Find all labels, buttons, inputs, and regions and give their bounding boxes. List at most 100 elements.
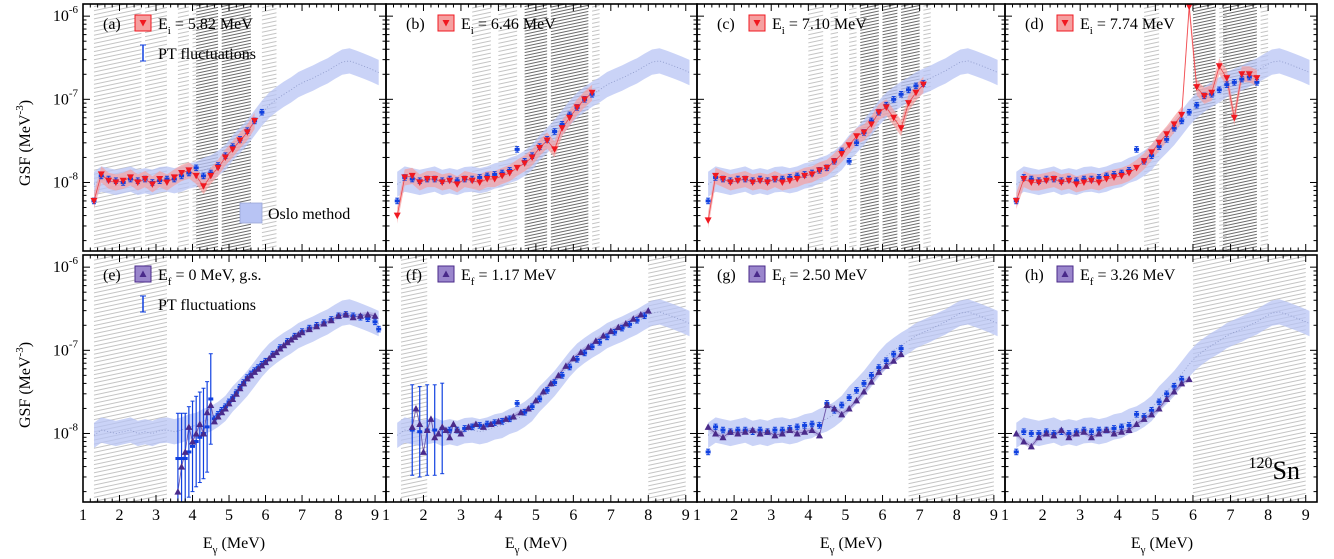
data-point	[875, 368, 883, 375]
data-point	[830, 404, 838, 412]
x-tick-label: 6	[262, 507, 270, 524]
xlabel-4: Eγ (MeV)	[1131, 535, 1193, 556]
panel-frame	[1004, 254, 1318, 503]
data-point	[105, 177, 113, 185]
pt-point	[1126, 423, 1132, 427]
data-point	[229, 146, 237, 153]
pt-point	[1088, 430, 1094, 434]
pt-point	[1066, 431, 1072, 435]
pt-point	[365, 317, 371, 321]
y-tick-label: 10-6	[53, 4, 79, 25]
panel-g: 1 2 3 4 5 6 7 8 9 (g) Ef = 2.50 MeV	[693, 254, 1006, 524]
data-point	[778, 429, 786, 437]
data-point	[287, 335, 295, 343]
pt-point	[779, 177, 785, 181]
panel-label: (e)	[103, 267, 121, 284]
panel-a: 10-8 10-7 10-6 (a) Ei = 5.82 MeV PT fluctuati…	[53, 3, 387, 252]
data-point	[793, 176, 801, 183]
pt-point	[1216, 88, 1222, 92]
pt-point	[484, 174, 490, 178]
legend-marker	[1061, 270, 1069, 277]
data-point	[726, 179, 734, 186]
pt-point	[1179, 377, 1185, 381]
excluded-region-dark	[901, 4, 920, 251]
data-point	[210, 417, 218, 425]
data-point	[749, 179, 757, 186]
pt-point	[514, 401, 520, 405]
data-point	[218, 408, 226, 416]
data-point	[476, 179, 484, 186]
pt-point	[1134, 412, 1140, 416]
data-point	[719, 433, 727, 441]
pt-point	[1021, 430, 1027, 434]
data-point	[554, 371, 562, 379]
pt-point	[376, 327, 382, 331]
oslo-band	[708, 48, 998, 198]
oslo-band	[397, 299, 690, 448]
data-point	[845, 404, 853, 412]
ylabel-main: GSF (MeV	[17, 114, 34, 186]
legend-marker	[753, 270, 761, 277]
data-point	[734, 429, 742, 437]
oslo-band	[708, 299, 998, 448]
data-point	[453, 426, 461, 434]
x-tick-label: 5	[225, 507, 233, 524]
data-point	[221, 404, 229, 412]
data-point	[536, 144, 544, 152]
data-point	[1050, 431, 1058, 439]
data-point	[342, 310, 350, 318]
excluded-region	[145, 4, 167, 251]
pt-point	[839, 149, 845, 153]
pt-point	[552, 381, 558, 385]
data-point	[726, 428, 734, 435]
data-point	[867, 378, 875, 385]
pt-point	[839, 403, 845, 407]
nucleus-symbol: Sn	[1273, 456, 1300, 485]
data-point	[741, 428, 749, 435]
series-label: Ei = 7.10 MeV	[772, 16, 867, 37]
pt-point	[200, 174, 206, 178]
pt-point	[627, 322, 633, 326]
data-point	[1118, 428, 1126, 435]
data-point	[1110, 429, 1118, 437]
x-tick-label: 5	[841, 507, 849, 524]
data-point	[1133, 420, 1141, 428]
data-point	[1042, 429, 1050, 437]
x-tick-label: 1	[79, 507, 87, 524]
data-point	[225, 399, 233, 407]
data-point	[875, 109, 883, 116]
ylabel-exp: -3	[14, 347, 26, 357]
data-point	[313, 322, 321, 330]
data-point	[1012, 429, 1020, 437]
excluded-region	[592, 4, 600, 251]
data-point	[401, 174, 409, 181]
pt-point	[208, 397, 214, 401]
pt-point	[634, 318, 640, 322]
data-point	[97, 171, 105, 178]
series-label: Ei = 6.46 MeV	[461, 16, 556, 37]
data-point	[251, 117, 259, 125]
data-point	[1012, 197, 1020, 205]
data-point	[1080, 179, 1088, 186]
data-point	[532, 396, 540, 404]
x-tick-label: 4	[804, 507, 812, 524]
legend-oslo-swatch	[239, 202, 263, 224]
data-point	[1042, 177, 1050, 185]
legend-marker	[1061, 20, 1069, 27]
data-point	[1170, 387, 1178, 395]
pt-point	[597, 340, 603, 344]
data-point	[461, 176, 469, 183]
pt-point	[891, 352, 897, 356]
excluded-region-dark	[196, 4, 219, 251]
data-point	[427, 415, 435, 422]
pt-point	[589, 345, 595, 349]
panel-c-plot-area	[704, 4, 998, 251]
pt-point	[906, 88, 912, 92]
pt-point	[197, 435, 203, 439]
data-point	[1170, 121, 1178, 128]
excluded-region	[849, 4, 857, 251]
data-point	[181, 448, 189, 455]
data-point	[1155, 139, 1163, 147]
data-point	[196, 420, 204, 428]
data-point	[487, 420, 495, 428]
